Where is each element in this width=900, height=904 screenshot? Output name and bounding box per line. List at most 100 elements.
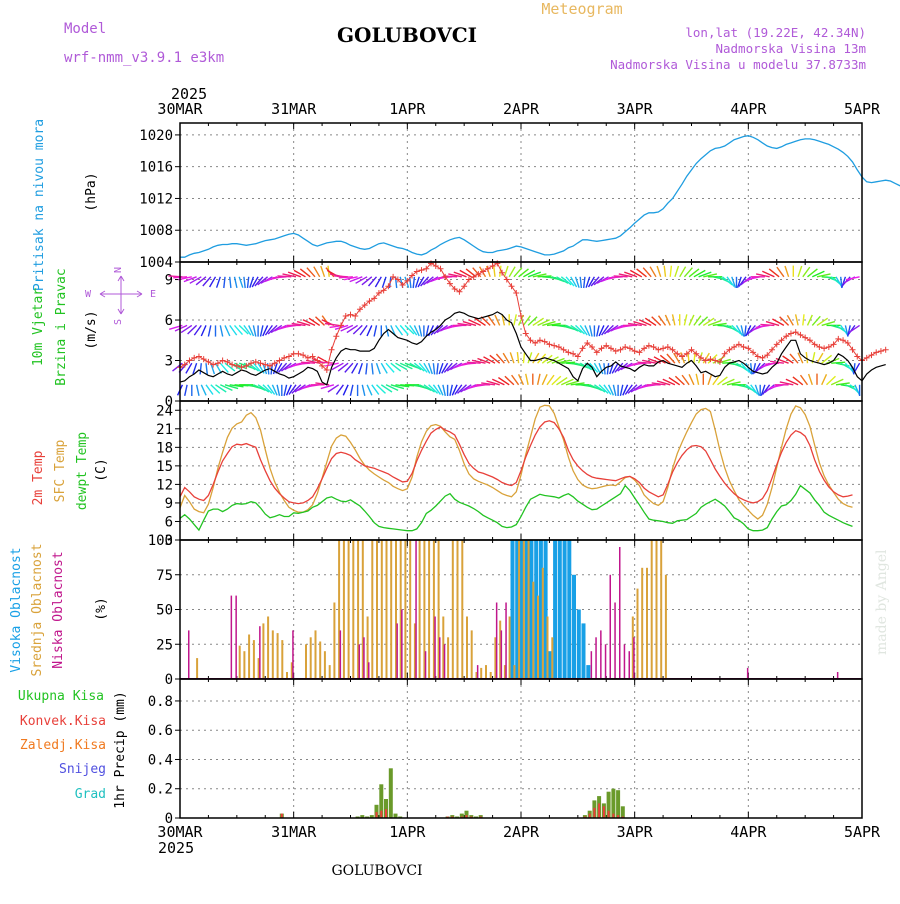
wind-barb: [413, 362, 425, 372]
gust-marker: [560, 346, 567, 353]
wind-barb: [423, 384, 435, 393]
wind-barb: [556, 377, 568, 386]
mid-cloud-bar: [380, 540, 383, 679]
wind-barb: [300, 361, 316, 364]
wind-barb: [349, 276, 363, 283]
mid-cloud-bar: [513, 665, 516, 679]
x-day-label-top: 4APR: [730, 100, 767, 118]
gust-marker: [806, 337, 813, 344]
wind-barb: [831, 361, 846, 364]
pressure-ylabel: Pritisak na nivou mora: [32, 119, 47, 291]
gust-marker: [555, 344, 562, 351]
panel-border: [179, 678, 863, 819]
wind-barb: [786, 314, 794, 326]
wind-barb: [698, 316, 709, 326]
wind-barb: [503, 265, 509, 278]
wind-barb: [248, 362, 260, 372]
gust-marker: [811, 341, 818, 348]
wind-barb: [418, 362, 428, 373]
x-day-label-top: 2APR: [503, 100, 540, 118]
wind-barb: [485, 265, 491, 278]
gust-marker: [347, 311, 354, 318]
x-day-label-top: 1APR: [389, 100, 426, 118]
mid-cloud-bar: [508, 616, 511, 679]
wind-barb: [409, 362, 422, 371]
mid-cloud-bar: [243, 651, 246, 679]
mid-cloud-bar: [286, 672, 288, 679]
wind-barb: [587, 276, 596, 288]
gust-marker: [205, 358, 212, 365]
wind-barb: [683, 267, 693, 278]
wind-barb: [674, 375, 685, 386]
wind-barb: [712, 322, 727, 327]
low-cloud-bar: [439, 637, 441, 679]
wind-barb: [523, 269, 536, 278]
wind-barb: [659, 354, 671, 364]
wind-barb: [468, 319, 481, 327]
wind-barb: [807, 268, 818, 278]
wind-barb: [466, 361, 481, 364]
wind-barb: [575, 324, 585, 335]
conv-precip-bar: [607, 810, 610, 818]
model-elevation-label: Nadmorska Visina u modelu 37.8733m: [610, 57, 866, 72]
y-tick-label: 0: [165, 811, 173, 827]
wind-barb: [589, 384, 603, 392]
wind-barb: [501, 314, 506, 326]
panel-clouds: 0 25 50 75 100: [148, 533, 863, 688]
wind-barb: [637, 361, 652, 364]
wind-barb: [726, 381, 741, 386]
gust-marker: [532, 339, 539, 346]
total-precip-bar: [379, 784, 384, 818]
wind-barb: [688, 314, 695, 326]
y-tick-label: 9: [165, 273, 173, 289]
gust-marker: [664, 344, 671, 351]
wind-barb: [570, 324, 582, 334]
wind-barb: [546, 374, 555, 386]
low-cloud-bar: [358, 644, 360, 680]
wind-barb: [607, 384, 615, 396]
low-cloud-bar: [235, 595, 237, 679]
wind-barb: [516, 352, 520, 364]
cloud-ylabel-2: Srednja Oblacnost: [30, 543, 45, 676]
mid-cloud-bar: [494, 637, 497, 679]
wind-barb: [802, 266, 811, 278]
wind-barb: [412, 276, 416, 289]
wind-barb: [459, 269, 472, 278]
wind-barb: [454, 384, 463, 395]
wind-barb: [536, 373, 541, 385]
wind-barb: [282, 273, 297, 278]
gust-marker: [319, 362, 326, 369]
wind-barb: [365, 363, 368, 375]
wind-barb: [208, 276, 217, 288]
y-tick-label: 0.6: [148, 723, 173, 739]
gust-marker: [579, 345, 586, 352]
wind-barb: [319, 361, 334, 364]
low-cloud-bar: [434, 616, 436, 679]
wind-barb: [246, 276, 250, 289]
wind-barb: [794, 314, 799, 326]
wind-barb: [324, 322, 339, 327]
wind-barb: [561, 378, 574, 386]
conv-precip-bar: [280, 813, 283, 818]
gust-marker: [399, 281, 406, 288]
gust-marker: [446, 280, 453, 287]
wind-barb: [779, 316, 790, 326]
gust-marker: [371, 295, 378, 302]
wind-barb: [693, 269, 706, 278]
wind-barb: [187, 324, 198, 335]
gust-marker: [830, 341, 837, 348]
mid-cloud-bar: [196, 658, 199, 679]
wind-barb: [224, 325, 231, 337]
wind-barb: [233, 324, 244, 336]
x-day-label-bottom: 2APR: [503, 823, 540, 841]
wind-barb: [448, 273, 462, 278]
mid-cloud-bar: [413, 623, 416, 679]
conv-precip-bar: [602, 806, 605, 818]
total-precip-bar: [459, 813, 464, 818]
wind-barb: [745, 362, 752, 374]
compass-icon: N W E S: [85, 267, 156, 325]
wind-barb: [688, 374, 695, 386]
gust-marker: [707, 356, 714, 363]
gust-marker: [740, 344, 747, 351]
meteogram-label: Meteogram: [541, 0, 622, 18]
